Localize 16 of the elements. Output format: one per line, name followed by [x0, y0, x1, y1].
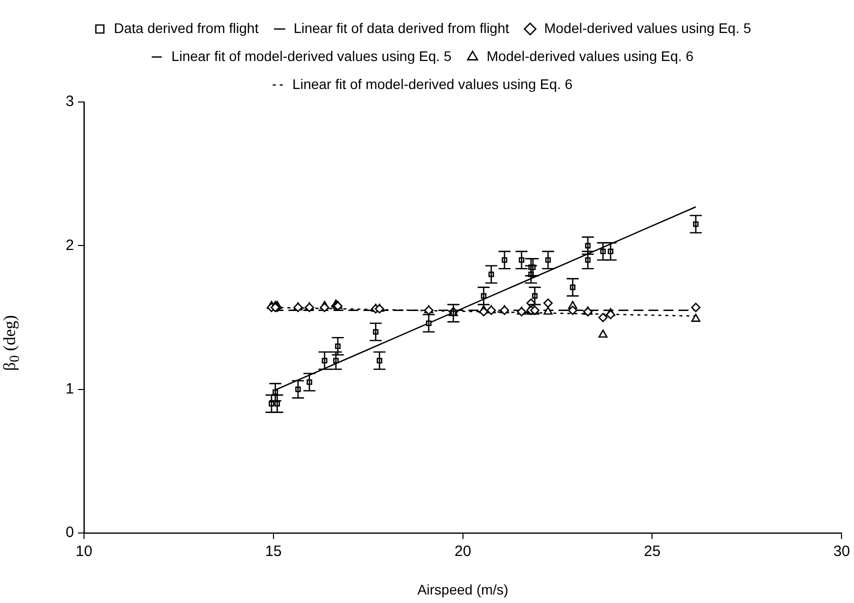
legend-label: Model-derived values using Eq. 6 [486, 48, 694, 64]
y-tick-label: 1 [66, 380, 74, 398]
x-tick-label: 25 [644, 543, 661, 560]
legend-label: Linear fit of model-derived values using Eq. 5 [171, 48, 452, 64]
x-tick-label: 30 [833, 543, 850, 560]
legend-label: Model-derived values using Eq. 5 [544, 20, 752, 36]
y-tick-label: 0 [66, 524, 74, 542]
x-axis-title: Airspeed (m/s) [417, 581, 508, 598]
legend-label: Data derived from flight [114, 20, 259, 36]
y-tick-label: 3 [66, 93, 74, 110]
legend-label: Linear fit of data derived from flight [294, 20, 510, 36]
x-tick-label: 20 [454, 543, 472, 560]
y-tick-label: 2 [66, 236, 74, 254]
legend-label: Linear fit of model-derived values using Eq. 6 [292, 76, 573, 92]
x-tick-label: 15 [265, 543, 282, 560]
x-tick-label: 10 [76, 543, 92, 560]
